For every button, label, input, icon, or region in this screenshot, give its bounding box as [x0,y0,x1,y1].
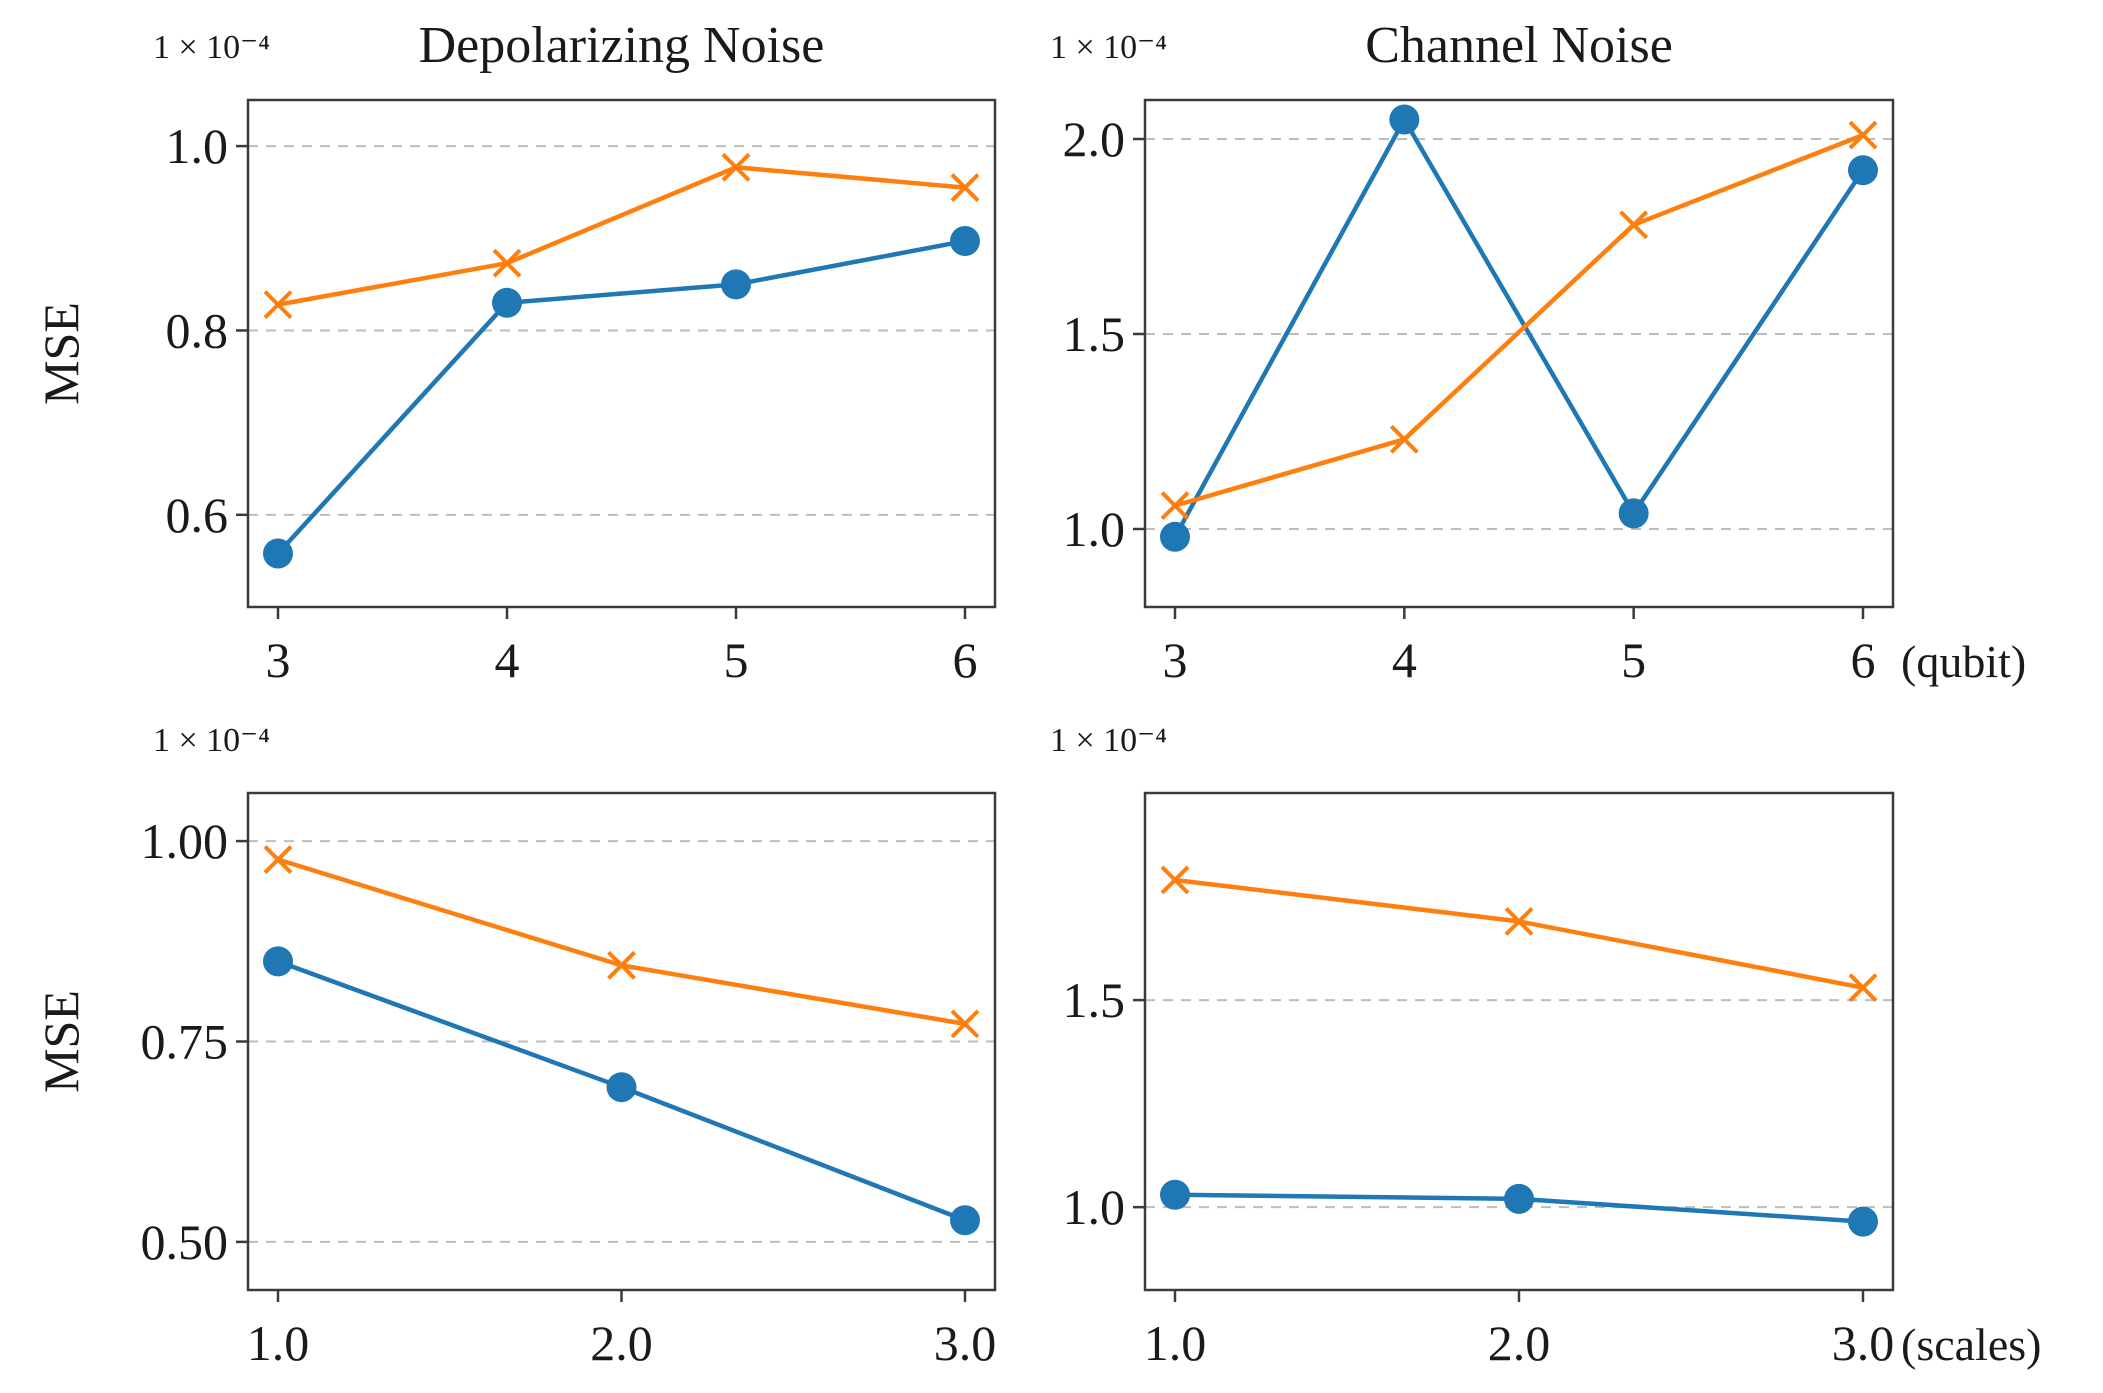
series-line-1 [276,238,966,556]
data-point-x [607,950,636,980]
y-tick-label: 0.75 [141,1014,229,1070]
x-tick-label: 4 [1392,632,1417,688]
x-tick-label: 5 [724,632,749,688]
data-point-x-stroke [263,290,293,320]
panel-channel-qubits: 1.0 1.5 2.0 3 4 5 6 1 × 10⁻⁴ Channel Noise (qubit… [1050,17,2026,688]
x-tick-label: 6 [1851,632,1876,688]
panel-depolarizing-qubits: 0.6 0.8 1.0 3 4 5 6 1 × 10⁻⁴ Depolarizing Noise M… [33,17,997,688]
x-tick-label: 2.0 [590,1315,653,1371]
axis-offset-text: 1 × 10⁻⁴ [153,29,270,66]
axis-offset-text: 1 × 10⁻⁴ [1050,29,1167,66]
data-point-x [1160,865,1190,895]
data-point-circle [1160,521,1190,552]
chart-title: Depolarizing Noise [419,17,825,74]
x-tick-label: 3 [266,632,291,688]
axes-frame [246,98,997,609]
axis-offset-text: 1 × 10⁻⁴ [153,722,270,759]
data-point-x-stroke [1619,210,1649,240]
data-point-circle [721,269,751,300]
chart-title: Channel Noise [1365,17,1673,74]
axis-offset-text: 1 × 10⁻⁴ [1050,722,1167,759]
x-tick-label: 1.0 [247,1315,310,1371]
series-line-2 [1174,877,1864,990]
data-point-circle [1389,104,1420,135]
data-point-x-stroke [1389,424,1419,454]
data-point-x [950,173,980,202]
y-tick-label: 1.5 [1063,306,1126,362]
data-point-circle [1848,1206,1878,1237]
axes-frame [1143,98,1895,609]
data-point-x-stroke [950,1009,980,1039]
data-point-x [263,845,293,874]
x-tick-label: 3.0 [934,1315,997,1371]
x-tick-label: 3 [1163,632,1188,688]
data-point-x-stroke [1504,906,1534,936]
data-point-x [721,152,751,182]
x-unit-label: (scales) [1901,1319,2041,1370]
data-point-circle [1848,155,1878,186]
data-point-circle [263,946,293,977]
y-tick-label: 1.00 [141,813,229,869]
y-axis-label: MSE [33,990,89,1093]
series-line-1 [1173,117,1865,538]
data-point-x [492,248,522,278]
x-tick-label: 1.0 [1144,1315,1207,1371]
y-tick-label: 1.0 [1063,501,1126,557]
data-point-x-stroke [721,152,751,182]
x-tick-label: 6 [953,632,978,688]
panel-depolarizing-scales: 0.50 0.75 1.00 1.0 2.0 3.0 1 × 10⁻⁴ MSE [33,722,997,1371]
data-point-x-stroke [1160,865,1190,895]
data-point-x [1389,424,1419,454]
data-point-x-stroke [1160,491,1190,521]
y-tick-label: 1.0 [1063,1179,1126,1235]
x-tick-label: 2.0 [1488,1315,1551,1371]
y-tick-label: 1.0 [166,118,229,174]
x-unit-label: (qubit) [1901,636,2026,687]
y-tick-label: 0.8 [166,302,229,358]
data-point-circle [1160,1179,1190,1210]
data-point-circle [1504,1183,1534,1214]
data-point-x-stroke [607,950,636,980]
data-point-x [263,290,293,320]
data-point-circle [950,226,980,257]
data-point-x [1160,491,1190,521]
data-point-x-stroke [1848,120,1878,150]
data-point-x [1504,906,1534,936]
data-point-x [1848,120,1878,150]
data-point-x [950,1009,980,1039]
data-point-circle [1618,498,1649,529]
data-point-circle [950,1205,980,1236]
series-line-2 [1174,133,1864,508]
data-point-x-stroke [492,248,522,278]
data-point-x [1848,973,1878,1003]
x-tick-label: 3.0 [1832,1315,1895,1371]
x-tick-label: 4 [495,632,520,688]
series-line-2 [277,165,966,307]
y-axis-label: MSE [33,302,89,405]
data-point-circle [492,287,522,318]
x-tick-label: 5 [1621,632,1646,688]
data-point-x-stroke [263,845,293,874]
y-tick-label: 1.5 [1063,972,1126,1028]
y-tick-label: 0.50 [141,1214,229,1270]
y-tick-label: 2.0 [1063,111,1126,167]
data-point-circle [606,1072,637,1103]
data-point-x-stroke [950,173,980,202]
data-point-x [1619,210,1649,240]
data-point-x-stroke [1848,973,1878,1003]
panel-channel-scales: 1.0 1.5 1.0 2.0 3.0 1 × 10⁻⁴ (scales) [1050,722,2041,1371]
data-point-circle [263,538,293,569]
y-tick-label: 0.6 [166,487,229,543]
